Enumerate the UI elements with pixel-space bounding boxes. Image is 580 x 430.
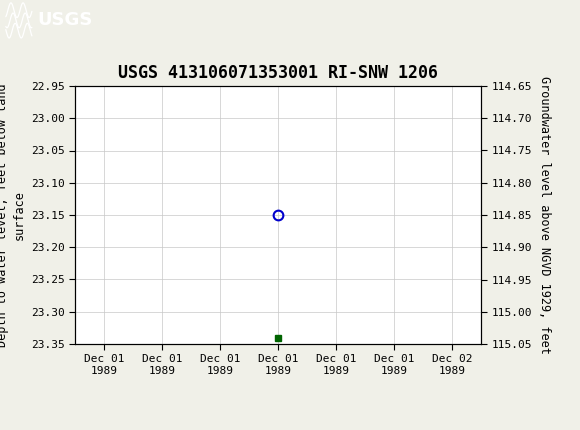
Y-axis label: Depth to water level, feet below land
surface: Depth to water level, feet below land su…: [0, 83, 26, 347]
Text: USGS: USGS: [38, 12, 93, 29]
Title: USGS 413106071353001 RI-SNW 1206: USGS 413106071353001 RI-SNW 1206: [118, 64, 438, 82]
Y-axis label: Groundwater level above NGVD 1929, feet: Groundwater level above NGVD 1929, feet: [538, 76, 551, 354]
